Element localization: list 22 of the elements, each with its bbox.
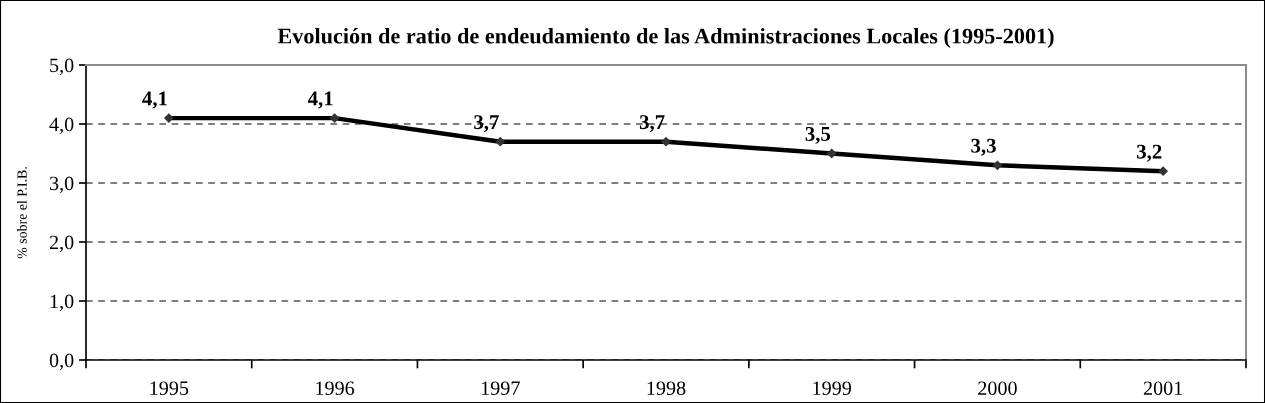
data-label: 3,7	[639, 115, 665, 133]
x-tick-label: 1999	[813, 381, 852, 396]
data-label: 3,7	[474, 115, 499, 133]
x-tick-label: 2000	[978, 381, 1017, 396]
y-tick-label: 3,0	[49, 176, 74, 194]
y-tick-label: 2,0	[49, 235, 74, 253]
data-label: 4,1	[307, 91, 333, 109]
y-axis-title: % sobre el P.I.B.	[16, 167, 27, 259]
x-tick-label: 1996	[316, 381, 355, 396]
y-tick-label: 0,0	[49, 353, 74, 371]
data-label: 4,1	[142, 91, 167, 109]
chart-title: Evolución de ratio de endeudamiento de las Administraciones Locales (1995-2001)	[277, 27, 1054, 49]
y-tick-label: 4,0	[49, 117, 74, 135]
x-tick-label: 1998	[647, 381, 686, 396]
x-tick-label: 2001	[1143, 381, 1183, 396]
data-label: 3,2	[1137, 144, 1162, 162]
y-tick-label: 1,0	[50, 294, 74, 312]
x-tick-label: 1995	[150, 381, 189, 396]
x-tick-label: 1997	[481, 381, 520, 396]
data-label: 3,3	[971, 138, 996, 156]
data-label: 3,5	[805, 126, 831, 144]
y-tick-label: 5,0	[50, 58, 74, 76]
